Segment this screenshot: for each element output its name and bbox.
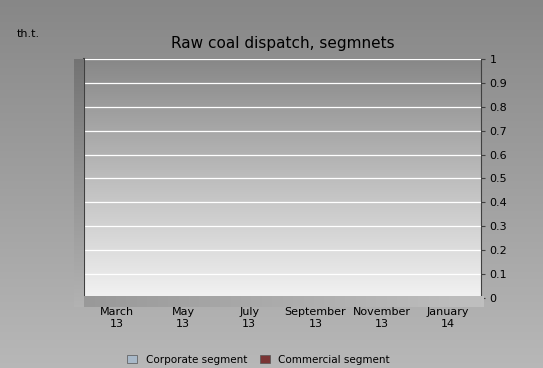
Legend: Corporate segment, Commercial segment: Corporate segment, Commercial segment <box>127 355 390 365</box>
Text: th.t.: th.t. <box>16 29 40 39</box>
Title: Raw coal dispatch, segmnets: Raw coal dispatch, segmnets <box>171 36 394 51</box>
